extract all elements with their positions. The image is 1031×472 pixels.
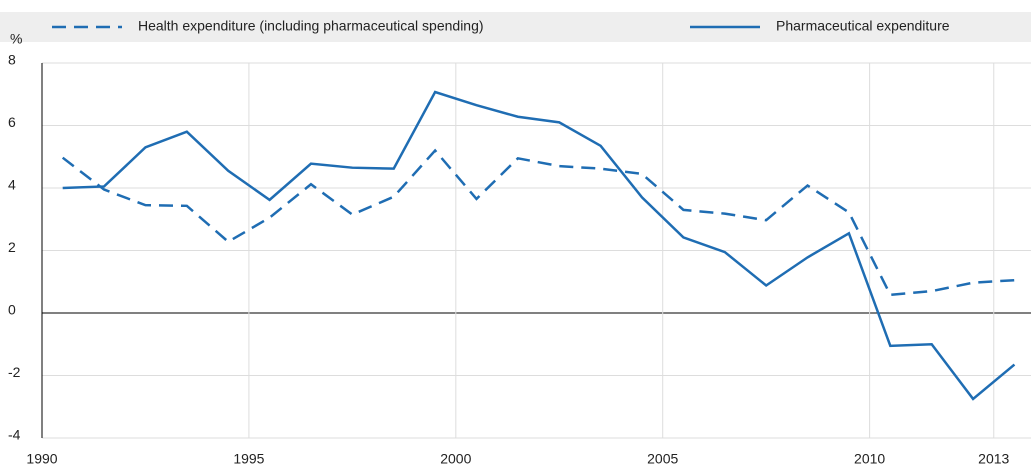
y-tick-label: 6 xyxy=(8,114,16,130)
y-tick-label: 8 xyxy=(8,52,16,68)
x-tick-label: 2010 xyxy=(854,451,885,467)
y-tick-label: 4 xyxy=(8,177,16,193)
line xyxy=(61,148,1015,297)
y-tick-label: -4 xyxy=(8,427,21,443)
line xyxy=(62,90,1016,401)
legend-label: Pharmaceutical expenditure xyxy=(776,18,950,34)
x-tick-label: 1995 xyxy=(233,451,264,467)
x-tick-label: 2005 xyxy=(647,451,678,467)
x-tick-label: 2013 xyxy=(978,451,1009,467)
y-tick-label: -2 xyxy=(8,364,21,380)
x-tick-label: 1990 xyxy=(26,451,57,467)
legend-label: Health expenditure (including pharmaceut… xyxy=(138,18,484,34)
y-tick-label: 0 xyxy=(8,302,16,318)
legend-band xyxy=(0,12,1031,42)
y-axis-label: % xyxy=(10,31,22,47)
y-tick-label: 2 xyxy=(8,239,16,255)
x-tick-label: 2000 xyxy=(440,451,471,467)
